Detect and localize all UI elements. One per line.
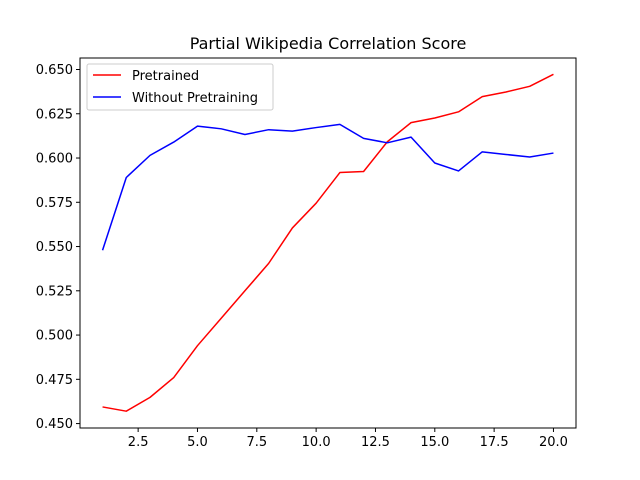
chart-title: Partial Wikipedia Correlation Score (190, 34, 467, 53)
y-tick-label: 0.550 (36, 240, 73, 255)
plot-lines (101, 73, 554, 412)
x-tick-label: 20.0 (539, 435, 568, 450)
legend: Pretrained Without Pretraining (86, 63, 274, 111)
y-tick-label: 0.600 (36, 152, 73, 167)
x-tick-label: 15.0 (420, 435, 449, 450)
y-tick-label: 0.475 (36, 373, 73, 388)
series-line-pretrained (102, 73, 554, 412)
x-tick-label: 2.5 (128, 435, 149, 450)
legend-label-pretrained: Pretrained (132, 69, 199, 84)
x-tick-label: 7.5 (246, 435, 267, 450)
x-axis: 2.5 5.0 7.5 10.0 12.5 15.0 17.5 20.0 (128, 428, 568, 450)
y-tick-label: 0.575 (36, 196, 73, 211)
y-tick-label: 0.625 (36, 107, 73, 122)
x-tick-label: 10.0 (302, 435, 331, 450)
y-tick-label: 0.650 (36, 63, 73, 78)
series-line-without-pretraining (101, 123, 554, 251)
legend-box (86, 63, 274, 111)
y-axis: 0.450 0.475 0.500 0.525 0.550 0.575 0.600 0.625… (36, 63, 80, 432)
x-tick-label: 12.5 (361, 435, 390, 450)
y-tick-label: 0.525 (36, 284, 73, 299)
x-tick-label: 5.0 (187, 435, 208, 450)
legend-label-without-pretraining: Without Pretraining (132, 91, 258, 106)
plot-frame (79, 57, 577, 429)
y-tick-label: 0.450 (36, 417, 73, 432)
x-tick-label: 17.5 (480, 435, 509, 450)
y-tick-label: 0.500 (36, 329, 73, 344)
